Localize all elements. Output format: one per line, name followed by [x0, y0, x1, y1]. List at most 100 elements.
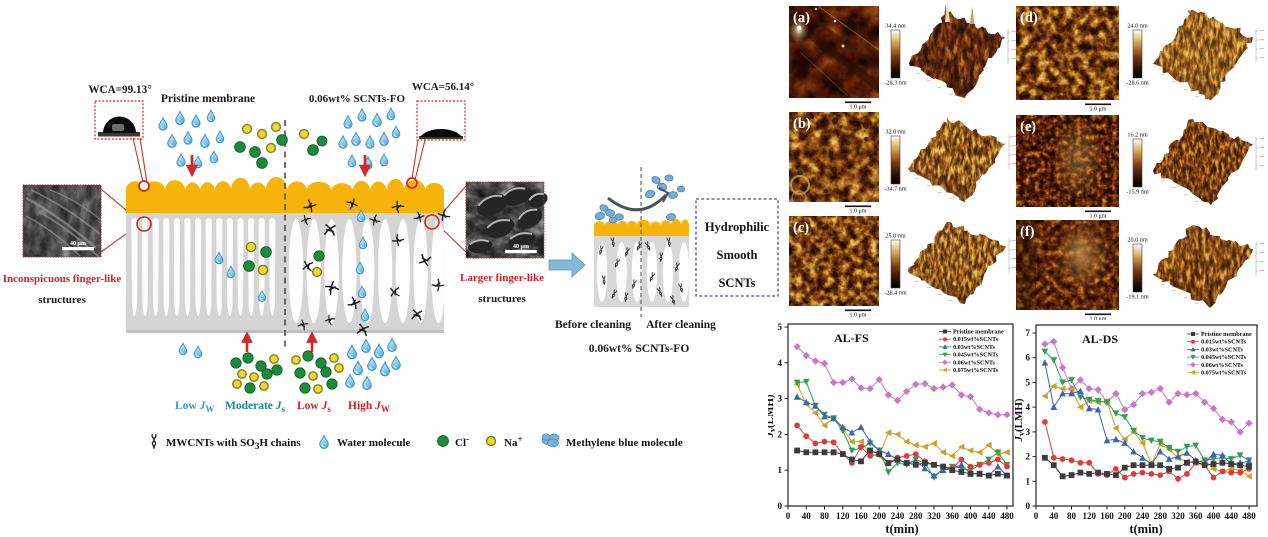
svg-text:0.015wt%SCNTs: 0.015wt%SCNTs: [1201, 339, 1247, 346]
svg-text:0.06wt% SCNTs-FO: 0.06wt% SCNTs-FO: [589, 343, 690, 355]
svg-text:Jv(LMH): Jv(LMH): [1013, 398, 1026, 442]
svg-text:120: 120: [836, 511, 850, 521]
svg-text:20.0 nm: 20.0 nm: [1127, 237, 1147, 244]
svg-text:0.06wt%SCNTs: 0.06wt%SCNTs: [1201, 362, 1243, 369]
svg-text:1.0 μm: 1.0 μm: [850, 105, 867, 111]
svg-text:Jv(LMH): Jv(LMH): [768, 394, 777, 438]
svg-text:240: 240: [1136, 511, 1150, 521]
svg-text:40 μm: 40 μm: [513, 244, 529, 250]
svg-text:360: 360: [945, 511, 959, 521]
svg-text:(f): (f): [1020, 224, 1035, 240]
svg-text:Pristine membrane: Pristine membrane: [1201, 331, 1252, 338]
svg-text:Pristine membrane: Pristine membrane: [161, 93, 255, 105]
svg-text:0.075wt%SCNTs: 0.075wt%SCNTs: [1201, 370, 1247, 377]
svg-text:200: 200: [872, 511, 886, 521]
svg-text:WCA=99.13°: WCA=99.13°: [88, 84, 151, 96]
svg-text:t(min): t(min): [885, 522, 918, 536]
svg-text:5: 5: [1026, 377, 1031, 387]
svg-text:Smooth: Smooth: [717, 248, 758, 262]
svg-text:320: 320: [927, 511, 941, 521]
svg-text:32.0 nm: 32.0 nm: [885, 129, 905, 136]
svg-text:Inconspicuous finger-like: Inconspicuous finger-like: [3, 273, 122, 285]
svg-text:Cl-: Cl-: [455, 434, 469, 449]
svg-text:-19.1 nm: -19.1 nm: [1126, 294, 1149, 301]
svg-text:0: 0: [1034, 511, 1039, 521]
svg-text:4: 4: [778, 358, 783, 368]
svg-text:160: 160: [1100, 511, 1114, 521]
svg-text:40: 40: [1049, 511, 1059, 521]
svg-text:0.06wt% SCNTs-FO: 0.06wt% SCNTs-FO: [309, 93, 406, 105]
svg-text:(d): (d): [1020, 10, 1038, 26]
svg-text:(b): (b): [793, 116, 811, 132]
svg-text:320: 320: [1171, 511, 1185, 521]
svg-text:0.06wt%SCNTs: 0.06wt%SCNTs: [953, 359, 995, 366]
svg-text:360: 360: [1189, 511, 1203, 521]
svg-text:480: 480: [1242, 511, 1256, 521]
svg-text:280: 280: [1153, 511, 1167, 521]
svg-text:1.0 μm: 1.0 μm: [1090, 317, 1107, 321]
svg-text:Low Js: Low Js: [297, 400, 331, 414]
svg-text:40: 40: [802, 511, 812, 521]
svg-text:400: 400: [964, 511, 978, 521]
svg-text:-34.7 nm: -34.7 nm: [884, 186, 907, 193]
svg-text:SCNTs: SCNTs: [718, 276, 755, 290]
svg-text:80: 80: [820, 511, 830, 521]
svg-text:Methylene blue molecule: Methylene blue molecule: [566, 437, 683, 449]
svg-text:280: 280: [909, 511, 923, 521]
svg-text:t(min): t(min): [1129, 522, 1162, 536]
svg-text:High JW: High JW: [348, 400, 390, 414]
svg-text:0.045wt%SCNTs: 0.045wt%SCNTs: [953, 352, 999, 359]
svg-text:Water molecule: Water molecule: [337, 437, 411, 449]
svg-text:0: 0: [778, 501, 783, 511]
svg-text:3: 3: [778, 394, 783, 404]
svg-text:Larger finger-like: Larger finger-like: [460, 272, 544, 284]
svg-text:4: 4: [1026, 402, 1031, 412]
svg-text:40 μm: 40 μm: [70, 241, 86, 247]
svg-text:200: 200: [1118, 511, 1132, 521]
svg-text:2: 2: [1026, 452, 1031, 462]
svg-text:160: 160: [854, 511, 868, 521]
svg-text:24.0 nm: 24.0 nm: [1127, 23, 1147, 30]
svg-text:120: 120: [1082, 511, 1096, 521]
svg-text:Moderate Js: Moderate Js: [225, 400, 286, 414]
svg-text:240: 240: [891, 511, 905, 521]
svg-text:1.0 μm: 1.0 μm: [850, 209, 867, 215]
svg-text:440: 440: [982, 511, 996, 521]
svg-text:0.03wt%SCNTs: 0.03wt%SCNTs: [953, 344, 995, 351]
svg-text:480: 480: [1000, 511, 1014, 521]
svg-text:1: 1: [778, 465, 783, 475]
svg-text:-15.9 nm: -15.9 nm: [1126, 189, 1149, 196]
svg-text:6: 6: [1026, 353, 1031, 363]
svg-text:WCA=56.14°: WCA=56.14°: [412, 81, 474, 93]
svg-text:structures: structures: [38, 294, 86, 306]
svg-text:-28.3 nm: -28.3 nm: [884, 80, 907, 87]
svg-text:(a): (a): [793, 10, 810, 26]
svg-text:400: 400: [1207, 511, 1221, 521]
svg-text:0.075wt%SCNTs: 0.075wt%SCNTs: [953, 367, 999, 374]
svg-text:Low JW: Low JW: [175, 400, 214, 414]
svg-text:2: 2: [778, 429, 783, 439]
svg-text:AL-DS: AL-DS: [1082, 332, 1118, 346]
svg-text:MWCNTs with SO3H chains: MWCNTs with SO3H chains: [166, 437, 301, 451]
svg-text:Pristine membrane: Pristine membrane: [953, 329, 1004, 336]
svg-text:1.0 μm: 1.0 μm: [850, 313, 867, 319]
svg-text:80: 80: [1067, 511, 1077, 521]
svg-text:structures: structures: [478, 293, 526, 305]
svg-text:After cleaning: After cleaning: [646, 319, 716, 331]
svg-text:7: 7: [1026, 328, 1031, 338]
svg-text:1: 1: [1026, 476, 1031, 486]
svg-text:Na+: Na+: [504, 434, 523, 449]
svg-text:Before cleaning: Before cleaning: [555, 319, 631, 331]
svg-text:0.03wt%SCNTs: 0.03wt%SCNTs: [1201, 346, 1243, 353]
svg-text:5: 5: [778, 322, 783, 332]
svg-text:3: 3: [1026, 427, 1031, 437]
svg-text:0: 0: [786, 511, 791, 521]
svg-text:(c): (c): [793, 220, 809, 236]
svg-text:1.0 μm: 1.0 μm: [1090, 214, 1107, 220]
svg-text:(e): (e): [1020, 119, 1036, 135]
svg-text:-28.4 nm: -28.4 nm: [884, 290, 907, 297]
svg-text:34.4 nm: 34.4 nm: [885, 23, 905, 30]
svg-text:16.2 nm: 16.2 nm: [1127, 132, 1147, 139]
svg-text:0.015wt%SCNTs: 0.015wt%SCNTs: [953, 336, 999, 343]
svg-text:0: 0: [1026, 501, 1031, 511]
